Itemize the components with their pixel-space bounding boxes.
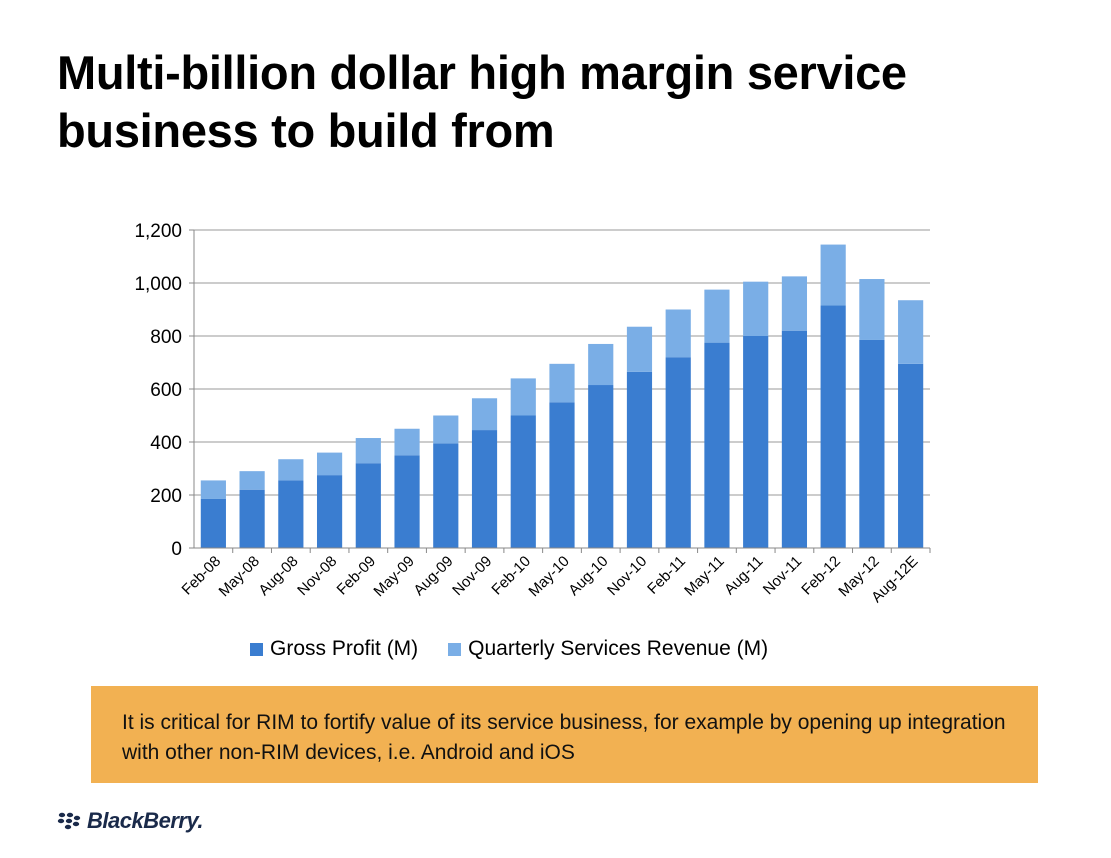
bar-gross-profit-May-08: [239, 489, 265, 548]
bar-services-revenue-Aug-10: [588, 343, 614, 386]
bar-gross-profit-Feb-09: [355, 463, 381, 548]
blackberry-logo: BlackBerry.: [57, 808, 203, 834]
x-tick-label-Nov-08: Nov-08: [294, 553, 340, 599]
bar-services-revenue-Nov-10: [626, 326, 653, 372]
bar-gross-profit-May-11: [704, 342, 730, 548]
bar-gross-profit-Aug-12E: [898, 363, 924, 548]
bar-services-revenue-May-08: [239, 471, 265, 490]
x-tick-label-Feb-09: Feb-09: [334, 553, 380, 599]
bar-services-revenue-Feb-12: [820, 244, 846, 306]
blackberry-wordmark: BlackBerry.: [87, 808, 203, 833]
legend-label-gross-profit: Gross Profit (M): [270, 637, 419, 660]
bar-gross-profit-Nov-08: [316, 475, 343, 548]
stacked-bar-chart: 02004006008001,0001,200Feb-08May-08Aug-0…: [134, 221, 931, 606]
y-tick-label-0: 0: [171, 539, 182, 560]
bar-gross-profit-Nov-09: [471, 430, 498, 548]
x-tick-label-Nov-11: Nov-11: [760, 553, 805, 598]
bar-services-revenue-Aug-12E: [898, 300, 924, 364]
bar-services-revenue-Feb-08: [200, 480, 226, 499]
callout-box: It is critical for RIM to fortify value …: [91, 686, 1038, 783]
bar-gross-profit-May-09: [394, 455, 420, 548]
legend: Gross Profit (M) Quarterly Services Reve…: [250, 637, 798, 661]
x-tick-label-Aug-09: Aug-09: [410, 553, 456, 599]
x-tick-label-Nov-09: Nov-09: [449, 553, 495, 599]
bar-services-revenue-Nov-09: [471, 398, 498, 431]
x-tick-label-Aug-08: Aug-08: [255, 553, 301, 599]
bar-gross-profit-Nov-11: [781, 330, 808, 548]
bar-gross-profit-Feb-11: [665, 357, 691, 548]
legend-swatch-gross-profit: [250, 642, 263, 656]
bar-services-revenue-Nov-11: [781, 276, 808, 331]
y-tick-label-600: 600: [150, 380, 182, 401]
bar-gross-profit-May-12: [859, 339, 885, 548]
bar-gross-profit-Feb-08: [200, 498, 226, 548]
x-tick-label-Feb-12: Feb-12: [798, 553, 844, 599]
y-tick-label-1000: 1,000: [134, 274, 182, 295]
bar-services-revenue-Nov-08: [316, 452, 343, 476]
x-tick-label-Aug-11: Aug-11: [721, 553, 766, 598]
x-tick-label-Feb-11: Feb-11: [644, 553, 689, 598]
page-title: Multi-billion dollar high margin service…: [57, 46, 907, 157]
bar-services-revenue-Aug-08: [278, 459, 304, 481]
bar-services-revenue-Feb-10: [510, 378, 536, 416]
y-tick-label-1200: 1,200: [134, 221, 182, 242]
y-tick-label-400: 400: [150, 433, 182, 454]
bar-services-revenue-May-12: [859, 279, 885, 340]
bar-services-revenue-Aug-09: [433, 415, 459, 444]
bar-gross-profit-Nov-10: [626, 371, 653, 548]
x-tick-label-Feb-08: Feb-08: [179, 553, 225, 599]
bar-services-revenue-Feb-09: [355, 438, 381, 464]
bars: [200, 244, 924, 548]
legend-label-services-revenue: Quarterly Services Revenue (M): [468, 637, 769, 660]
callout-text: It is critical for RIM to fortify value …: [122, 711, 1006, 764]
bar-gross-profit-Aug-11: [743, 336, 769, 548]
x-tick-label-May-11: May-11: [681, 553, 728, 600]
x-tick-label-Aug-10: Aug-10: [565, 553, 611, 599]
bar-gross-profit-Aug-08: [278, 480, 304, 548]
x-tick-label-Nov-10: Nov-10: [604, 553, 650, 599]
bar-gross-profit-Aug-09: [433, 443, 459, 548]
x-tick-label-May-10: May-10: [525, 553, 572, 600]
x-tick-label-May-08: May-08: [216, 553, 263, 600]
legend-item-services-revenue: Quarterly Services Revenue (M): [448, 637, 768, 661]
bar-services-revenue-May-10: [549, 363, 575, 403]
bar-services-revenue-May-09: [394, 428, 420, 456]
bar-gross-profit-Feb-12: [820, 305, 846, 548]
bar-gross-profit-May-10: [549, 402, 575, 548]
legend-item-gross-profit: Gross Profit (M): [250, 637, 418, 661]
blackberry-logo-icon: [57, 812, 81, 830]
bar-services-revenue-Feb-11: [665, 309, 691, 358]
bar-services-revenue-May-11: [704, 289, 730, 343]
axes: [189, 229, 931, 553]
legend-swatch-services-revenue: [448, 642, 462, 656]
bar-gross-profit-Aug-10: [588, 385, 614, 548]
bar-services-revenue-Aug-11: [743, 281, 769, 336]
x-tick-label-Feb-10: Feb-10: [488, 553, 534, 599]
bar-gross-profit-Feb-10: [510, 415, 536, 548]
x-tick-label-May-09: May-09: [370, 553, 417, 600]
y-tick-label-200: 200: [150, 486, 182, 507]
y-tick-label-800: 800: [150, 327, 182, 348]
